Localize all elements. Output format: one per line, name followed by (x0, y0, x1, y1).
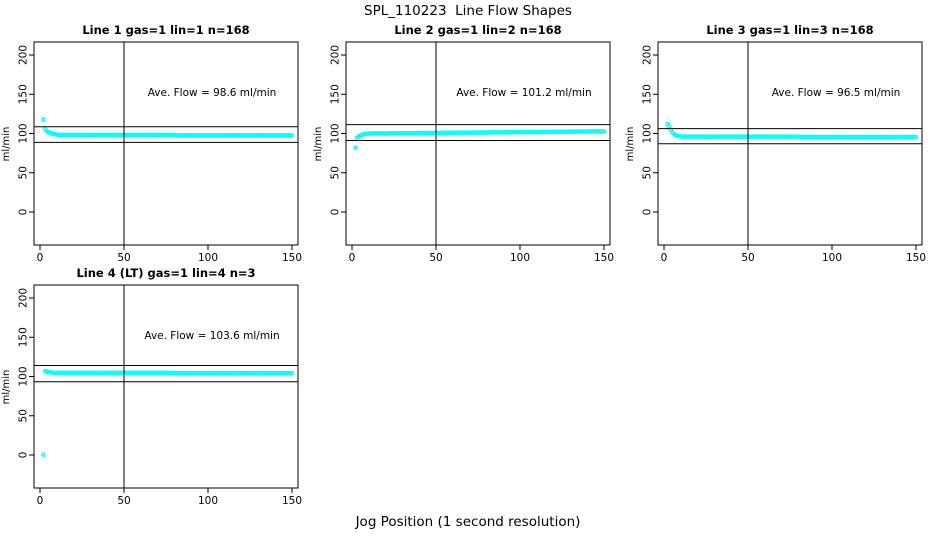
x-axis-tick-label: 0 (37, 495, 44, 506)
avg-flow-annotation: Ave. Flow = 103.6 ml/min (144, 330, 279, 342)
y-axis-title: ml/min (1, 370, 12, 405)
plot-border (33, 41, 299, 246)
x-axis-tick-label: 50 (117, 495, 130, 506)
y-axis-tick-label: 200 (330, 45, 342, 65)
subplot-title: Line 2 gas=1 lin=2 n=168 (394, 23, 561, 37)
data-point-series (41, 117, 295, 138)
plot-border (345, 41, 611, 246)
y-axis-tick-label: 100 (642, 123, 654, 143)
data-point (288, 133, 293, 138)
subplot-title: Line 4 (LT) gas=1 lin=4 n=3 (76, 266, 255, 280)
x-axis-tick-label: 50 (117, 252, 130, 263)
subplot-line-1: Line 1 gas=1 lin=1 n=168 0 50 100 150 0 50 100 1… (0, 20, 312, 263)
avg-flow-annotation: Ave. Flow = 98.6 ml/min (148, 87, 277, 99)
plot-border (657, 41, 923, 246)
x-axis: 0 50 100 150 (349, 245, 614, 263)
data-point-series (41, 368, 295, 457)
figure-x-axis-label: Jog Position (1 second resolution) (355, 514, 581, 530)
y-axis-tick-label: 150 (330, 84, 342, 104)
avg-flow-annotation: Ave. Flow = 101.2 ml/min (456, 87, 591, 99)
subplot-line-4: Line 4 (LT) gas=1 lin=4 n=3 0 50 100 150 0 50 1… (0, 263, 312, 506)
data-point (912, 134, 917, 140)
subplot-title: Line 1 gas=1 lin=1 n=168 (82, 23, 249, 37)
y-axis: 0 50 100 150 200 (18, 288, 34, 459)
x-axis-tick-label: 50 (741, 252, 754, 263)
data-point (601, 129, 607, 134)
x-axis-tick-label: 100 (510, 252, 530, 263)
x-axis-tick-label: 50 (429, 252, 442, 263)
data-point (600, 129, 605, 134)
y-axis-tick-label: 50 (18, 166, 30, 179)
x-axis-tick-label: 0 (349, 252, 356, 263)
data-point (41, 117, 46, 122)
data-point (41, 452, 46, 457)
plot-border (33, 284, 299, 489)
data-point (289, 133, 295, 138)
x-axis-tick-label: 0 (37, 252, 44, 263)
y-axis-tick-label: 150 (642, 84, 654, 104)
x-axis-tick-label: 150 (282, 252, 302, 263)
data-point-series (665, 121, 919, 140)
data-point (289, 370, 295, 376)
avg-flow-annotation: Ave. Flow = 96.5 ml/min (772, 87, 901, 99)
subplot-title: Line 3 gas=1 lin=3 n=168 (706, 23, 873, 37)
data-point (353, 145, 358, 150)
x-axis-tick-label: 100 (822, 252, 842, 263)
data-point (288, 370, 293, 376)
x-axis-tick-label: 0 (661, 252, 668, 263)
y-axis-tick-label: 0 (18, 452, 30, 459)
data-point-series (353, 129, 607, 150)
y-axis-tick-label: 50 (18, 409, 30, 422)
y-axis-title: ml/min (1, 127, 12, 162)
y-axis-title: ml/min (625, 127, 636, 162)
y-axis-tick-label: 0 (18, 209, 30, 216)
figure-title: SPL_110223 Line Flow Shapes (364, 3, 572, 19)
y-axis-tick-label: 200 (18, 45, 30, 65)
y-axis-tick-label: 200 (18, 288, 30, 308)
x-axis-tick-label: 100 (198, 495, 218, 506)
y-axis-tick-label: 100 (18, 366, 30, 386)
y-axis-tick-label: 200 (642, 45, 654, 65)
y-axis: 0 50 100 150 200 (18, 45, 34, 216)
y-axis: 0 50 100 150 200 (642, 45, 658, 216)
subplot-line-3: Line 3 gas=1 lin=3 n=168 0 50 100 150 0 50 100 1… (624, 20, 936, 263)
y-axis-tick-label: 150 (18, 327, 30, 347)
x-axis-tick-label: 150 (282, 495, 302, 506)
chart-canvas: Line 3 gas=1 lin=3 n=168 0 50 100 150 0 50 100 1… (625, 23, 926, 263)
y-axis-tick-label: 50 (330, 166, 342, 179)
x-axis: 0 50 100 150 (37, 245, 302, 263)
y-axis-tick-label: 100 (330, 123, 342, 143)
chart-canvas: Line 2 gas=1 lin=2 n=168 0 50 100 150 0 50 100 1… (313, 23, 614, 263)
data-point (666, 123, 672, 129)
chart-canvas: Line 4 (LT) gas=1 lin=4 n=3 0 50 100 150 0 50 1… (1, 266, 302, 506)
x-axis: 0 50 100 150 (661, 245, 926, 263)
chart-canvas: Line 1 gas=1 lin=1 n=168 0 50 100 150 0 50 100 1… (1, 23, 302, 263)
x-axis-tick-label: 150 (594, 252, 614, 263)
subplot-line-2: Line 2 gas=1 lin=2 n=168 0 50 100 150 0 50 100 1… (312, 20, 624, 263)
y-axis: 0 50 100 150 200 (330, 45, 346, 216)
y-axis-tick-label: 0 (642, 209, 654, 216)
data-point (913, 134, 919, 140)
x-axis-tick-label: 150 (906, 252, 926, 263)
y-axis-tick-label: 50 (642, 166, 654, 179)
y-axis-tick-label: 0 (330, 209, 342, 216)
x-axis: 0 50 100 150 (37, 488, 302, 506)
x-axis-tick-label: 100 (198, 252, 218, 263)
y-axis-tick-label: 150 (18, 84, 30, 104)
y-axis-title: ml/min (313, 127, 324, 162)
y-axis-tick-label: 100 (18, 123, 30, 143)
